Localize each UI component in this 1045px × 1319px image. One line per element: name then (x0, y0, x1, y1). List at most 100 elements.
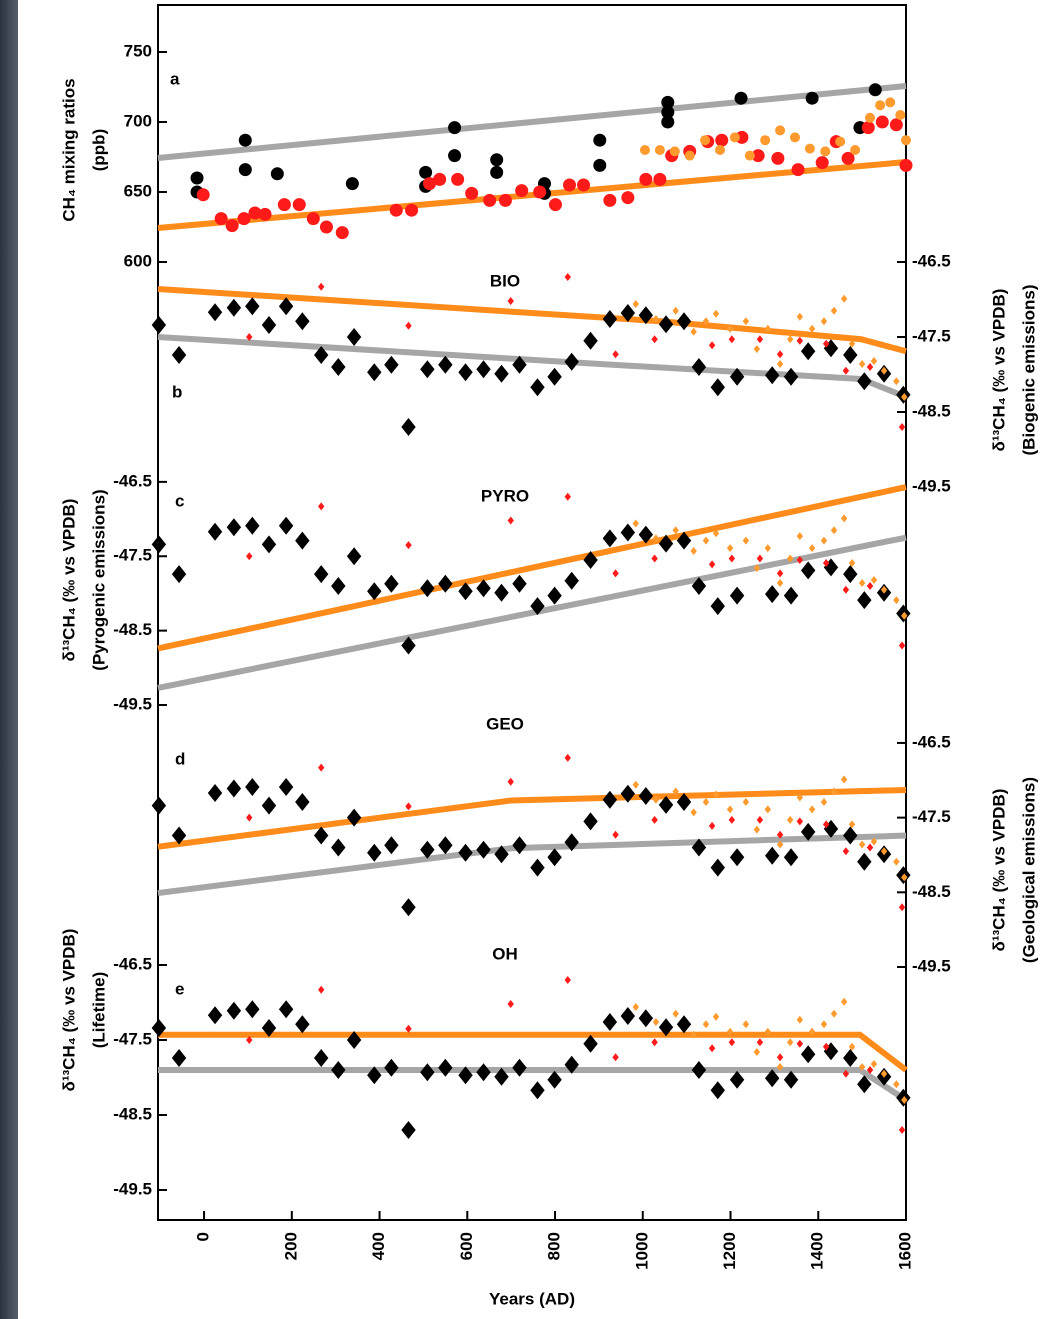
data-point (171, 346, 187, 364)
y-tick-label: -47.5 (912, 807, 951, 826)
data-point (318, 985, 325, 994)
model-line (157, 83, 907, 161)
panel-label: c (175, 491, 184, 510)
data-point (226, 1001, 242, 1020)
data-point (420, 840, 435, 859)
data-point (753, 1048, 761, 1056)
data-point (384, 1058, 399, 1077)
data-point (638, 1009, 654, 1028)
data-point (448, 149, 462, 163)
data-point (702, 797, 710, 806)
data-point (331, 358, 346, 376)
data-point (652, 1018, 660, 1026)
data-point (632, 780, 639, 789)
data-point (638, 786, 654, 805)
data-point (367, 843, 382, 862)
data-point (490, 165, 504, 179)
data-point (804, 143, 815, 154)
data-point (237, 212, 251, 226)
data-point (742, 317, 750, 326)
data-point (564, 833, 579, 852)
y-tick-label: -46.5 (113, 954, 152, 973)
data-point (712, 1012, 720, 1021)
data-point (776, 350, 784, 359)
data-point (691, 1061, 707, 1079)
data-point (843, 565, 858, 584)
data-point (729, 848, 745, 867)
data-point (901, 873, 908, 882)
data-point (612, 569, 619, 578)
data-point (367, 1066, 382, 1085)
data-point (661, 115, 675, 129)
data-point (226, 518, 242, 537)
data-point (672, 1009, 679, 1018)
data-point (419, 165, 433, 179)
data-point (901, 393, 908, 401)
data-point (507, 297, 514, 305)
data-point (857, 591, 872, 610)
data-point (602, 1013, 618, 1031)
data-point (712, 309, 720, 318)
data-point (764, 544, 772, 553)
data-point (261, 535, 277, 554)
data-point (786, 815, 794, 824)
data-point (367, 363, 382, 382)
data-point (676, 792, 692, 811)
data-point (583, 1034, 598, 1053)
data-point (808, 805, 816, 814)
data-point (776, 579, 784, 588)
data-point (776, 360, 784, 368)
data-point (458, 582, 473, 601)
data-point (603, 193, 617, 207)
data-point (764, 366, 780, 385)
data-point (805, 91, 819, 105)
data-point (612, 1053, 619, 1062)
data-point (830, 306, 838, 315)
y-tick-label: -48.5 (912, 401, 951, 420)
data-point (691, 838, 707, 857)
data-point (638, 525, 654, 544)
data-point (753, 564, 761, 573)
data-point (278, 778, 294, 797)
data-point (384, 836, 399, 855)
data-point (899, 158, 913, 172)
data-point (726, 324, 734, 333)
data-point (786, 1038, 794, 1047)
data-point (564, 1055, 579, 1074)
y-tick-label: -49.5 (912, 956, 951, 975)
data-point (756, 815, 764, 824)
data-point (893, 1080, 900, 1089)
data-point (602, 529, 618, 548)
data-point (710, 858, 725, 877)
data-point (734, 91, 748, 105)
data-point (405, 1024, 412, 1033)
data-point (708, 821, 716, 830)
data-point (880, 847, 888, 856)
data-point (702, 1020, 710, 1029)
data-point (728, 335, 736, 344)
data-point (870, 357, 878, 365)
data-point (401, 898, 416, 917)
data-point (898, 641, 906, 650)
data-point (638, 306, 654, 325)
data-point (823, 1042, 839, 1061)
data-point (691, 577, 707, 595)
data-point (822, 1042, 830, 1051)
data-point (295, 312, 310, 331)
data-point (246, 1036, 253, 1044)
data-point (593, 158, 607, 172)
data-point (295, 792, 310, 811)
data-point (331, 577, 346, 595)
model-line (157, 286, 907, 355)
data-point (314, 1049, 329, 1067)
data-point (476, 360, 491, 379)
data-point (850, 145, 861, 155)
data-point (796, 817, 804, 826)
data-point (764, 1027, 772, 1036)
data-point (764, 846, 780, 865)
data-point (314, 565, 329, 584)
data-point (753, 825, 761, 834)
data-point (848, 1042, 856, 1051)
data-point (808, 324, 816, 333)
data-point (612, 350, 619, 359)
